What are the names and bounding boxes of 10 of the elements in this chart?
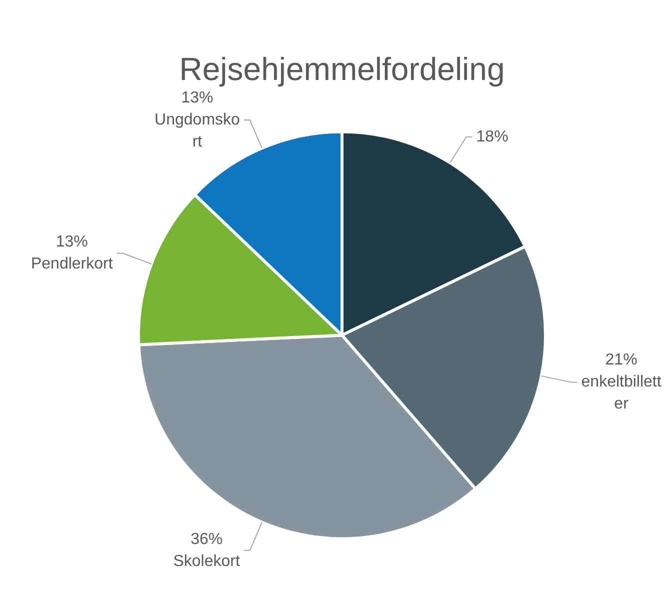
data-label: 13% xyxy=(181,89,214,106)
slice-label: enkeltbilletter xyxy=(581,374,662,413)
data-label: 13% xyxy=(56,234,88,251)
data-label: 18% xyxy=(476,128,508,146)
slice-label: Skolekort xyxy=(173,552,240,570)
data-label: 21% xyxy=(605,352,638,369)
chart-title: Rejsehjemmelfordeling xyxy=(179,51,505,88)
slice-label: Ungdomskort xyxy=(154,111,240,150)
slice-label: Pendlerkort xyxy=(30,256,114,273)
data-label: 36% xyxy=(190,530,223,548)
